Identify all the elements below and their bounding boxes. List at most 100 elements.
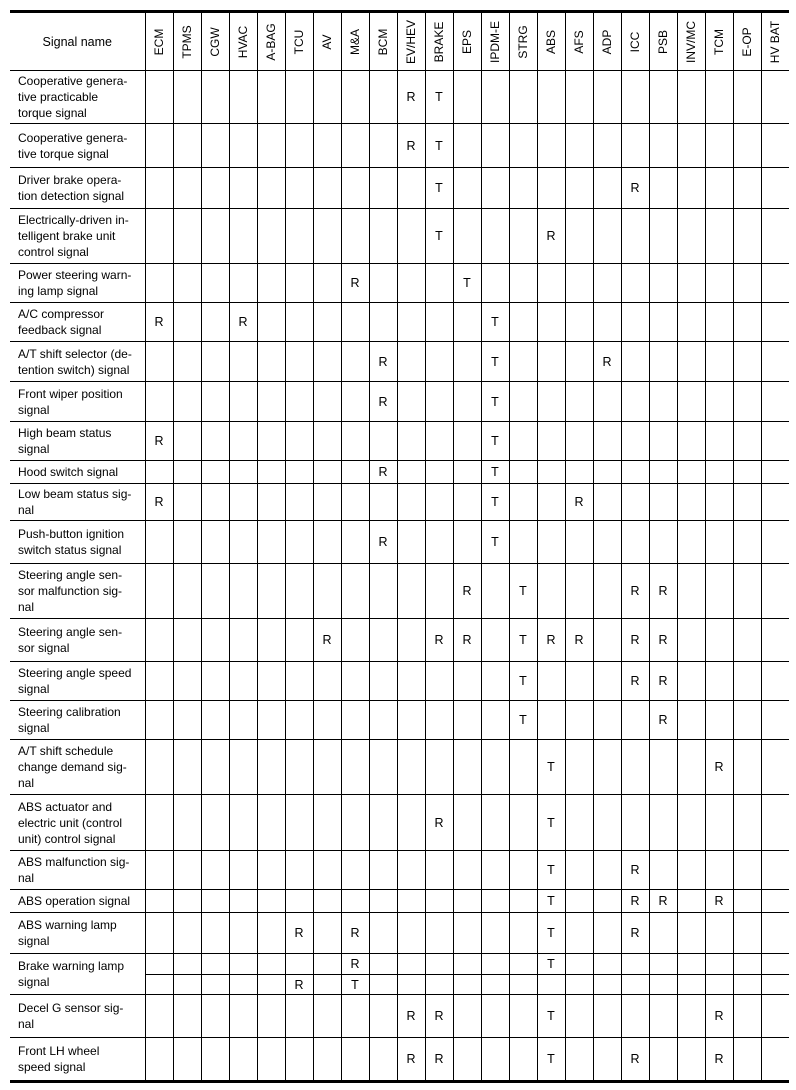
cell-tpms [172,167,202,209]
signal-name: Driver brake opera- tion detection signa… [10,167,146,209]
cell-tcu [284,263,314,303]
cell-ipdm-e: T [480,520,510,564]
cell-cgw [200,302,230,342]
cell-ecm [144,700,174,740]
cell-hv-bat [760,850,789,890]
cell-cgw [200,167,230,209]
cell-icc [620,70,650,124]
cell-tcm [704,563,734,619]
cell-strg [508,381,538,422]
cell-strg [508,889,538,913]
cell-bcm: R [368,341,398,382]
cell-ipdm-e [480,263,510,303]
cell-inv-mc [676,563,706,619]
cell-abs [536,460,566,484]
cell-ecm [144,381,174,422]
cell-strg [508,520,538,564]
header-module-label: E-OP [740,26,754,57]
cell-ev-hev [396,263,426,303]
cell-adp [592,421,622,461]
cell-inv-mc [676,208,706,264]
cell-tcm [704,421,734,461]
cell-ev-hev [396,912,426,954]
cell-afs [564,700,594,740]
cell-brake: T [424,208,454,264]
cell-a-bag [256,208,286,264]
cell-eps [452,381,482,422]
cell-hv-bat [760,974,789,995]
cell-hvac [228,381,258,422]
cell-afs [564,661,594,701]
cell-ecm [144,850,174,890]
cell-hv-bat [760,994,789,1038]
cell-strg [508,341,538,382]
cell-bcm [368,889,398,913]
header-module-label: TPMS [180,24,194,59]
cell-afs [564,794,594,851]
cell-tpms [172,483,202,521]
cell-a-bag [256,974,286,995]
cell-ipdm-e: T [480,421,510,461]
cell-a-bag [256,381,286,422]
cell-abs [536,302,566,342]
cell-tcu [284,421,314,461]
cell-av [312,263,342,303]
cell-afs [564,263,594,303]
cell-abs: T [536,1037,566,1083]
cell-ipdm-e [480,794,510,851]
cell-ecm [144,167,174,209]
cell-hv-bat [760,1037,789,1083]
cell-icc [620,302,650,342]
cell-a-bag [256,341,286,382]
cell-cgw [200,739,230,795]
cell-hv-bat [760,794,789,851]
cell-afs: R [564,483,594,521]
cell-cgw [200,661,230,701]
cell-adp [592,953,622,975]
cell-eps [452,70,482,124]
cell-adp [592,167,622,209]
cell-psb: R [648,889,678,913]
cell-icc [620,123,650,168]
cell-strg [508,994,538,1038]
cell-av [312,341,342,382]
signal-name: Cooperative genera- tive torque signal [10,123,146,168]
cell-icc [620,739,650,795]
cell-ipdm-e [480,953,510,975]
cell-icc: R [620,912,650,954]
cell-abs [536,700,566,740]
cell-inv-mc [676,700,706,740]
cell-afs [564,889,594,913]
cell-cgw [200,483,230,521]
cell-ecm: R [144,302,174,342]
cell-av [312,953,342,975]
table-row: Steering angle sen- sor signal R R R T R R R R [10,618,789,662]
cell-strg: T [508,661,538,701]
cell-hvac [228,739,258,795]
cell-tcm: R [704,889,734,913]
cell-tcu [284,994,314,1038]
cell-e-op [732,618,762,662]
cell-ipdm-e [480,912,510,954]
cell-inv-mc [676,850,706,890]
cell-cgw [200,953,230,975]
cell-abs [536,341,566,382]
cell-cgw [200,421,230,461]
signal-name: A/T shift selector (de- tention switch) … [10,341,146,382]
cell-cgw [200,889,230,913]
table-row: Steering angle speed signal T R R [10,661,789,701]
cell-eps: R [452,618,482,662]
signal-name: ABS operation signal [10,889,146,913]
cell-psb [648,167,678,209]
cell-tpms [172,850,202,890]
cell-abs [536,563,566,619]
signal-name: Front LH wheel speed signal [10,1037,146,1083]
cell-bcm [368,618,398,662]
header-module: AV [312,10,342,71]
cell-bcm [368,263,398,303]
cell-brake [424,381,454,422]
cell-adp [592,794,622,851]
cell-ev-hev [396,167,426,209]
cell-inv-mc [676,167,706,209]
cell-a-bag [256,421,286,461]
